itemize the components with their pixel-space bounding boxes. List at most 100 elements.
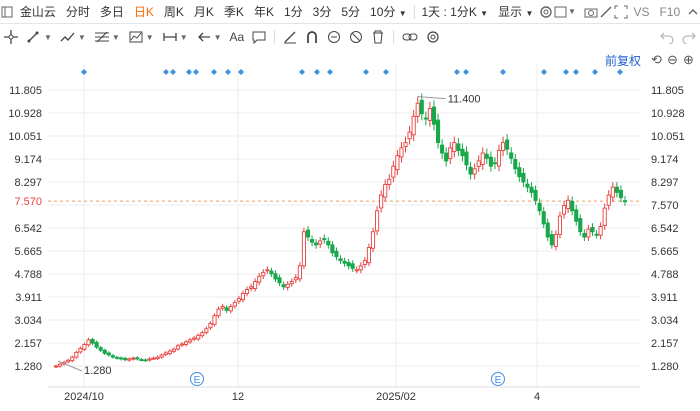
candle[interactable] [58, 362, 63, 368]
event-dot[interactable] [170, 69, 176, 75]
candle[interactable] [114, 355, 120, 360]
candle[interactable] [553, 230, 558, 251]
period-tab-yearly[interactable]: 年K [253, 5, 274, 19]
candle[interactable] [444, 147, 449, 167]
draw-pen-icon[interactable] [599, 3, 614, 21]
candle[interactable] [175, 343, 180, 351]
event-dot[interactable] [383, 69, 389, 75]
candle[interactable] [334, 247, 339, 261]
candle[interactable] [501, 136, 506, 157]
display-select[interactable]: 显示 ▼ [493, 3, 538, 20]
event-dot[interactable] [592, 69, 598, 75]
candle[interactable] [98, 345, 103, 353]
period-tab-intraday[interactable]: 分时 [65, 5, 90, 19]
candle[interactable] [200, 330, 205, 338]
candle[interactable] [440, 139, 445, 159]
candle[interactable] [269, 267, 274, 278]
fullscreen-icon[interactable] [614, 3, 629, 21]
event-dot[interactable] [225, 69, 231, 75]
candle[interactable] [427, 101, 432, 127]
candle[interactable] [549, 230, 554, 249]
candle[interactable] [533, 185, 538, 206]
candle[interactable] [578, 214, 583, 236]
candle[interactable] [456, 137, 461, 157]
chevron-up-icon[interactable] [685, 3, 700, 21]
candle[interactable] [261, 269, 266, 279]
candle[interactable] [545, 218, 550, 242]
line-draw-tool[interactable]: ▼ [22, 27, 56, 47]
chevron-down-icon[interactable]: ▼ [568, 7, 576, 16]
candle[interactable] [163, 351, 168, 357]
candle[interactable] [155, 355, 160, 361]
event-dot[interactable] [454, 69, 460, 75]
candle[interactable] [257, 273, 262, 286]
pencil-tool[interactable] [279, 27, 301, 47]
candle[interactable] [622, 195, 628, 206]
event-dot[interactable] [211, 69, 217, 75]
minute-period-select[interactable]: 10分 ▼ [365, 3, 412, 20]
draw-settings-tool[interactable] [422, 27, 444, 47]
fib-tool[interactable]: ▼ [90, 27, 124, 47]
candle[interactable] [492, 157, 497, 170]
event-dot[interactable] [238, 69, 244, 75]
candle[interactable] [305, 225, 311, 242]
candle[interactable] [285, 281, 290, 291]
candle[interactable] [362, 257, 367, 268]
trash-tool[interactable] [367, 27, 389, 47]
arrow-tool[interactable]: ▼ [192, 27, 226, 47]
candle[interactable] [135, 356, 140, 361]
candle[interactable] [78, 346, 83, 354]
candle[interactable] [496, 144, 502, 172]
candle[interactable] [561, 200, 567, 219]
candle[interactable] [517, 162, 522, 182]
candle[interactable] [277, 274, 282, 287]
period-tab-quarterly[interactable]: 季K [223, 5, 244, 19]
candle[interactable] [212, 313, 217, 327]
candle[interactable] [143, 358, 148, 362]
candle[interactable] [529, 182, 534, 198]
candle[interactable] [375, 206, 380, 236]
candle[interactable] [606, 190, 611, 210]
trend-tool[interactable]: ▼ [56, 27, 90, 47]
candle[interactable] [505, 134, 510, 155]
redo-button[interactable] [678, 27, 700, 47]
symbol-name[interactable]: 金山云 [19, 5, 56, 19]
candle[interactable] [464, 146, 469, 171]
candle[interactable] [86, 337, 91, 347]
candle[interactable] [407, 125, 412, 145]
candle[interactable] [216, 306, 221, 319]
candle[interactable] [204, 326, 209, 335]
event-dot[interactable] [299, 69, 305, 75]
candle[interactable] [265, 266, 270, 274]
event-dot[interactable] [617, 69, 623, 75]
price-adjust-select[interactable]: 前复权 [605, 54, 642, 68]
candle[interactable] [525, 179, 530, 193]
event-dot[interactable] [563, 69, 569, 75]
candle[interactable] [537, 198, 542, 216]
candle[interactable] [106, 351, 111, 357]
candle[interactable] [220, 303, 225, 311]
candle[interactable] [614, 182, 619, 198]
candle[interactable] [208, 321, 213, 330]
period-tab-3min[interactable]: 3分 [312, 5, 332, 19]
candle[interactable] [90, 337, 95, 346]
candle[interactable] [582, 229, 587, 242]
candle[interactable] [74, 350, 79, 359]
candle[interactable] [244, 286, 250, 297]
candle[interactable] [147, 357, 152, 362]
event-dot[interactable] [186, 69, 192, 75]
candle[interactable] [70, 355, 75, 363]
candle[interactable] [468, 161, 473, 180]
lock-tool[interactable] [323, 27, 345, 47]
text-tool[interactable]: Aa [226, 27, 249, 47]
candle[interactable] [297, 262, 302, 283]
candle[interactable] [594, 230, 599, 239]
event-dot[interactable] [541, 69, 547, 75]
candle[interactable] [602, 203, 607, 230]
candle[interactable] [452, 136, 457, 158]
candle[interactable] [358, 262, 363, 274]
candle[interactable] [236, 295, 241, 304]
candle[interactable] [110, 354, 115, 359]
candle[interactable] [379, 190, 384, 213]
candle[interactable] [574, 205, 579, 226]
